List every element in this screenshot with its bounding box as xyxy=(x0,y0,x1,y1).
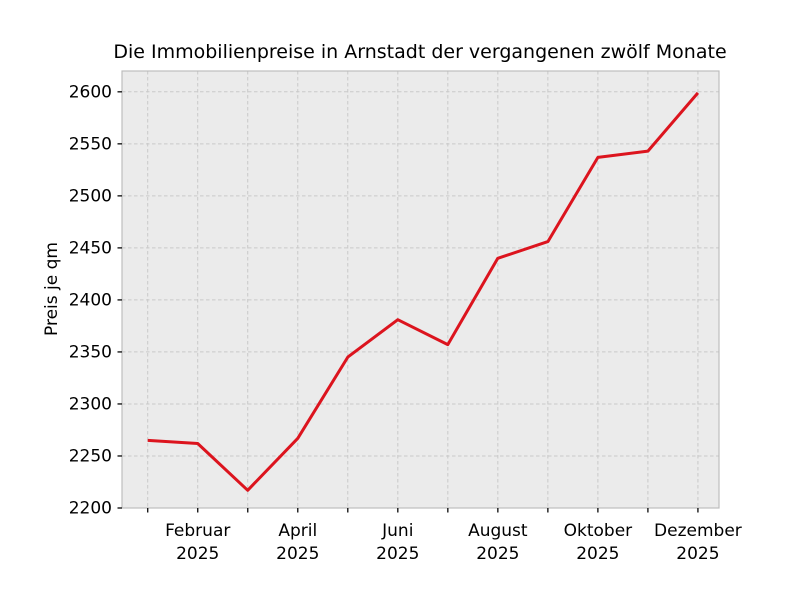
x-tick-label-month: August xyxy=(468,521,528,541)
x-tick-label-year: 2025 xyxy=(376,544,419,564)
x-tick-label-month: April xyxy=(278,521,317,541)
x-tick-label-year: 2025 xyxy=(276,544,319,564)
y-tick-label: 2250 xyxy=(69,446,112,466)
y-tick-label: 2450 xyxy=(69,238,112,258)
x-tick-label-month: Oktober xyxy=(564,521,633,541)
x-tick-label-year: 2025 xyxy=(576,544,619,564)
plot-area-group: 2200 2250 2300 2350 2400 2450 2500 2550 2600 Febr… xyxy=(69,70,742,564)
y-tick-label: 2500 xyxy=(69,186,112,206)
y-tick-label: 2200 xyxy=(69,499,112,519)
x-tick-label-year: 2025 xyxy=(676,544,719,564)
plot-background xyxy=(122,71,719,508)
x-tick-label-year: 2025 xyxy=(476,544,519,564)
y-axis-label: Preis je qm xyxy=(42,242,62,336)
y-tick-label: 2400 xyxy=(69,290,112,310)
chart-title: Die Immobilienpreise in Arnstadt der ver… xyxy=(113,41,726,63)
y-tick-label: 2300 xyxy=(69,394,112,414)
price-line-series xyxy=(147,91,700,492)
x-tick-label-year: 2025 xyxy=(176,544,219,564)
y-tick-label: 2550 xyxy=(69,134,112,154)
y-tick-label: 2600 xyxy=(69,82,112,102)
y-tick-label: 2350 xyxy=(69,342,112,362)
plot-frame xyxy=(121,70,720,509)
x-tick-label-month: Juni xyxy=(381,521,413,541)
x-tick-label-month: Dezember xyxy=(654,521,742,541)
x-tick-label-month: Februar xyxy=(165,521,230,541)
